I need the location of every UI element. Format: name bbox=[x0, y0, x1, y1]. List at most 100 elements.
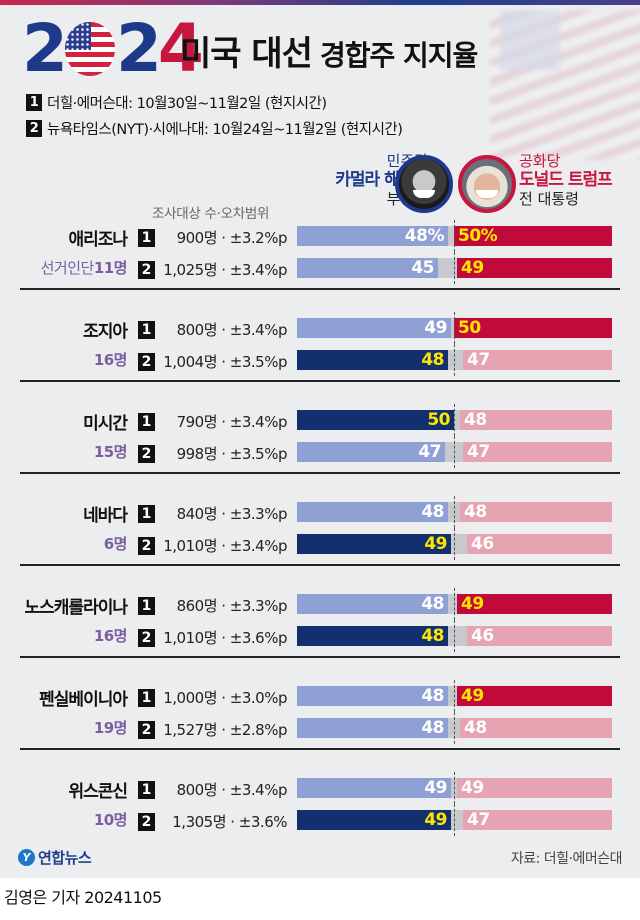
logo-2024: 2 2 4 bbox=[22, 10, 204, 87]
electoral-votes-count: 19명 bbox=[93, 719, 128, 737]
candidate-name: 도널드 트럼프 bbox=[519, 170, 613, 190]
trump-bar: 48 bbox=[460, 718, 612, 738]
party-label: 공화당 bbox=[519, 152, 561, 170]
harris-bar: 49 bbox=[297, 318, 451, 338]
trump-bar: 47 bbox=[463, 442, 612, 462]
poll-number: 1 bbox=[138, 687, 160, 707]
harris-value: 48 bbox=[421, 502, 444, 522]
poll-number: 1 bbox=[138, 411, 160, 431]
harris-value: 48 bbox=[421, 686, 444, 706]
state-name: 미시간 bbox=[83, 414, 128, 434]
harris-bar: 48 bbox=[297, 718, 448, 738]
poll-sample-margin: 1,025명 · ±3.4%p bbox=[163, 261, 287, 279]
harris-bar: 49 bbox=[297, 534, 451, 554]
poll-number: 1 bbox=[138, 503, 160, 523]
center-divider bbox=[454, 436, 455, 468]
agency-logo: Y 연합뉴스 bbox=[18, 847, 92, 868]
poll-number: 2 bbox=[138, 351, 160, 371]
center-divider bbox=[454, 588, 455, 620]
trump-bar: 49 bbox=[457, 258, 612, 278]
trump-bar: 49 bbox=[457, 686, 612, 706]
logo-digit: 2 bbox=[115, 10, 162, 87]
state-separator bbox=[20, 288, 620, 290]
state-separator bbox=[20, 748, 620, 750]
poll-number-badge: 2 bbox=[26, 120, 42, 137]
source-text: 뉴욕타임스(NYT)·시에나대: 10월24일~11월2일 (현지시간) bbox=[47, 122, 403, 138]
trump-value: 47 bbox=[467, 442, 490, 462]
trump-bar: 48 bbox=[460, 410, 612, 430]
logo-digit: 2 bbox=[22, 10, 68, 87]
harris-value: 49 bbox=[424, 534, 447, 554]
trump-photo-icon bbox=[458, 155, 516, 213]
electoral-votes: 10명 bbox=[93, 809, 128, 830]
poll-bar-row: 49 47 bbox=[297, 804, 612, 836]
trump-bar: 47 bbox=[463, 810, 612, 830]
poll-bar-row: 48 47 bbox=[297, 344, 612, 376]
state-name: 노스캐롤라이나 bbox=[24, 598, 128, 618]
harris-bar: 48 bbox=[297, 686, 448, 706]
poll-number-badge: 2 bbox=[138, 537, 155, 555]
harris-bar: 48% bbox=[297, 226, 448, 246]
trump-value: 47 bbox=[467, 810, 490, 830]
center-divider bbox=[454, 620, 455, 652]
trump-value: 47 bbox=[467, 350, 490, 370]
center-divider bbox=[454, 496, 455, 528]
center-divider bbox=[454, 252, 455, 284]
trump-bar: 49 bbox=[457, 594, 612, 614]
poll-number-badge: 1 bbox=[138, 689, 155, 707]
poll-sample-margin: 1,527명 · ±2.8%p bbox=[163, 721, 287, 739]
poll-bar-row: 48 49 bbox=[297, 588, 612, 620]
trump-bar: 49 bbox=[457, 778, 612, 798]
harris-bar: 48 bbox=[297, 350, 448, 370]
electoral-votes-count: 6명 bbox=[103, 535, 128, 553]
poll-sample-margin: 1,004명 · ±3.5%p bbox=[163, 353, 287, 371]
infographic-panel: 2 2 4 미국 대선 경합주 지지율 1 더힐·에머슨대: 10월30일~11… bbox=[0, 0, 640, 878]
state-name: 애리조나 bbox=[68, 230, 128, 250]
poll-number-badge: 2 bbox=[138, 445, 155, 463]
trump-value: 46 bbox=[471, 534, 494, 554]
title-bold: 미국 대선 bbox=[180, 34, 313, 74]
harris-bar: 48 bbox=[297, 626, 448, 646]
harris-bar: 47 bbox=[297, 442, 445, 462]
top-color-bar bbox=[0, 0, 640, 5]
data-source: 자료: 더힐·에머슨대 bbox=[510, 851, 623, 867]
poll-bar-row: 48% 50% bbox=[297, 220, 612, 252]
harris-value: 49 bbox=[424, 810, 447, 830]
electoral-votes-count: 11명 bbox=[93, 259, 128, 277]
harris-photo-icon bbox=[395, 155, 453, 213]
poll-number: 1 bbox=[138, 595, 160, 615]
electoral-votes: 19명 bbox=[93, 717, 128, 738]
center-divider bbox=[454, 404, 455, 436]
trump-value: 50% bbox=[458, 226, 498, 246]
harris-value: 48% bbox=[404, 226, 445, 246]
poll-number-badge: 1 bbox=[138, 321, 155, 339]
electoral-votes-count: 10명 bbox=[93, 811, 128, 829]
harris-value: 45 bbox=[411, 258, 434, 278]
poll-sample-margin: 1,000명 · ±3.0%p bbox=[163, 689, 287, 707]
center-divider bbox=[454, 528, 455, 560]
poll-number-badge: 2 bbox=[138, 261, 155, 279]
trump-bar: 50 bbox=[454, 318, 612, 338]
poll-bar-row: 49 46 bbox=[297, 528, 612, 560]
center-divider bbox=[454, 344, 455, 376]
poll-sample-margin: 1,010명 · ±3.6%p bbox=[163, 629, 287, 647]
poll-number-badge: 2 bbox=[138, 353, 155, 371]
trump-value: 50 bbox=[458, 318, 481, 338]
state-name: 네바다 bbox=[83, 506, 128, 526]
poll-number-badge: 2 bbox=[138, 721, 155, 739]
poll-sample-margin: 860명 · ±3.3%p bbox=[176, 597, 288, 615]
poll-number: 2 bbox=[138, 719, 160, 739]
poll-number-badge: 1 bbox=[138, 505, 155, 523]
center-divider bbox=[454, 220, 455, 252]
state-separator bbox=[20, 656, 620, 658]
poll-bar-row: 48 49 bbox=[297, 680, 612, 712]
electoral-votes-prefix: 선거인단 bbox=[40, 259, 95, 277]
trump-value: 46 bbox=[471, 626, 494, 646]
poll-number: 1 bbox=[138, 227, 160, 247]
poll-number: 2 bbox=[138, 811, 160, 831]
poll-sample-margin: 1,305명 · ±3.6% bbox=[172, 813, 287, 831]
trump-value: 48 bbox=[464, 410, 487, 430]
harris-bar: 48 bbox=[297, 502, 448, 522]
poll-number: 2 bbox=[138, 259, 160, 279]
poll-number-badge: 2 bbox=[138, 629, 155, 647]
